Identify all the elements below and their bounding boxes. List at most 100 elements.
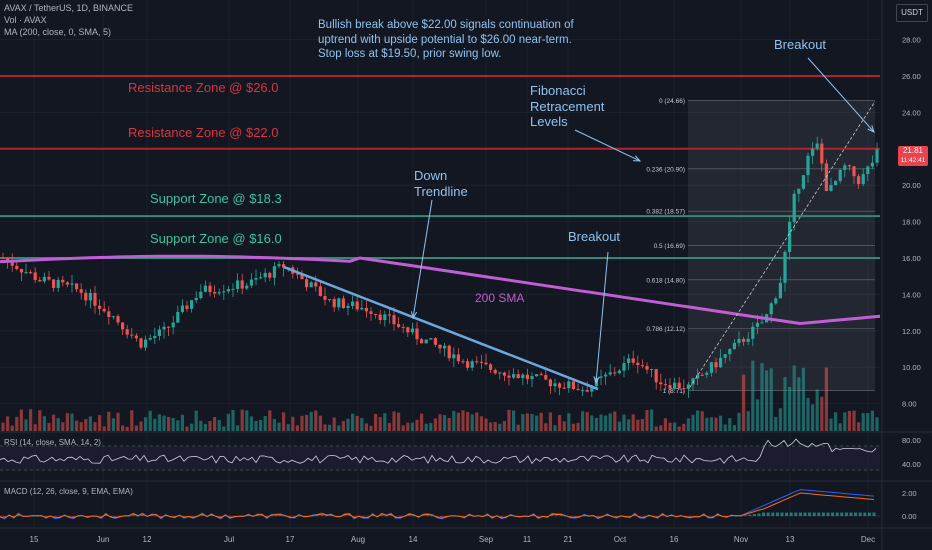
fibonacci-title-line: Retracement	[530, 98, 605, 114]
volume-bar	[548, 412, 552, 431]
candle-body	[213, 292, 217, 294]
macd-histogram-bar	[311, 515, 315, 517]
price-axis-label: 10.00	[902, 363, 921, 372]
macd-histogram-bar	[430, 515, 434, 517]
time-axis-label: Sep	[479, 535, 494, 544]
volume-bar	[406, 422, 410, 431]
candle-body	[429, 338, 433, 340]
price-axis-label: 28.00	[902, 36, 921, 45]
analysis-note-line: Bullish break above $22.00 signals conti…	[318, 19, 574, 31]
candle-body	[341, 298, 345, 308]
candle-body	[392, 315, 396, 325]
macd-histogram-bar	[62, 515, 66, 517]
candle-body	[245, 285, 249, 289]
volume-bar	[84, 419, 88, 431]
macd-histogram-bar	[407, 515, 411, 516]
macd-histogram-bar	[228, 516, 232, 517]
time-axis-label: 14	[409, 535, 418, 544]
macd-histogram-bar	[582, 515, 586, 517]
currency-badge[interactable]: USDT	[896, 4, 928, 22]
candle-body	[581, 390, 585, 392]
candle-body	[640, 365, 644, 367]
volume-bar	[654, 426, 658, 431]
candle-body	[604, 374, 608, 377]
breakout-arrow-1	[595, 251, 609, 384]
volume-bar	[728, 418, 732, 431]
candle-body	[401, 326, 405, 328]
macd-histogram-bar	[463, 516, 467, 517]
volume-bar	[240, 409, 244, 431]
volume-bar	[820, 396, 824, 431]
macd-histogram-bar	[752, 514, 756, 516]
macd-histogram-bar	[499, 516, 503, 517]
volume-bar	[208, 421, 212, 431]
macd-histogram-bar	[670, 515, 674, 517]
volume-bar	[705, 417, 709, 431]
macd-title: MACD (12, 26, close, 9, EMA, EMA)	[4, 487, 133, 496]
volume-bar	[700, 411, 704, 431]
volume-bar	[93, 422, 97, 431]
volume-bar	[645, 410, 649, 431]
price-axis-label: 26.00	[902, 72, 921, 81]
candle-body	[231, 288, 235, 290]
macd-histogram-bar	[67, 516, 71, 517]
macd-histogram-bar	[826, 512, 830, 516]
volume-bar	[102, 426, 106, 431]
candle-body	[406, 327, 410, 333]
volume-bar	[604, 415, 608, 431]
analysis-note: Bullish break above $22.00 signals conti…	[318, 18, 574, 62]
volume-bar	[788, 386, 792, 431]
candle-body	[10, 260, 14, 266]
volume-bar	[663, 418, 667, 431]
volume-bar	[369, 425, 373, 431]
macd-histogram-bar	[159, 516, 163, 517]
volume-bar	[484, 418, 488, 431]
macd-histogram-bar	[219, 516, 223, 517]
macd-histogram-bar	[288, 516, 292, 517]
macd-histogram-bar	[573, 516, 577, 517]
macd-histogram-bar	[568, 516, 572, 517]
macd-histogram-bar	[256, 515, 260, 517]
candle-body	[719, 357, 723, 368]
candle-body	[650, 369, 654, 371]
volume-bar	[732, 425, 736, 431]
macd-histogram-bar	[412, 515, 416, 517]
candle-body	[479, 361, 483, 363]
countdown-timer: 11:42:41	[900, 157, 926, 164]
time-axis-label: Aug	[351, 535, 365, 544]
candle-body	[516, 374, 520, 379]
volume-bar	[627, 419, 631, 431]
price-axis-label: 20.00	[902, 181, 921, 190]
volume-bar	[530, 413, 534, 431]
candle-body	[571, 381, 575, 389]
candle-body	[751, 326, 755, 339]
macd-histogram-bar	[867, 512, 871, 516]
candle-body	[277, 264, 281, 267]
volume-bar	[558, 414, 562, 431]
fibonacci-trend-line	[689, 101, 876, 388]
candle-body	[121, 322, 125, 330]
candle-body	[148, 338, 152, 340]
candle-body	[654, 369, 658, 383]
down-trendline-label-line: Trendline	[414, 183, 468, 199]
macd-histogram-bar	[279, 515, 283, 517]
macd-histogram-bar	[417, 516, 421, 517]
macd-histogram-bar	[16, 515, 20, 516]
candle-body	[24, 272, 28, 274]
volume-bar	[355, 415, 359, 431]
volume-bar	[571, 423, 575, 431]
candle-body	[553, 383, 557, 387]
volume-bar	[553, 425, 557, 431]
candle-body	[254, 278, 258, 280]
candle-body	[714, 362, 718, 368]
macd-histogram-bar	[550, 515, 554, 516]
candle-body	[746, 338, 750, 342]
candle-body	[778, 282, 782, 299]
volume-bar	[245, 410, 249, 431]
candle-body	[783, 251, 787, 283]
volume-bar	[429, 422, 433, 431]
rsi-title: RSI (14, close, SMA, 14, 2)	[4, 438, 101, 447]
candle-body	[774, 298, 778, 304]
candle-body	[484, 362, 488, 365]
